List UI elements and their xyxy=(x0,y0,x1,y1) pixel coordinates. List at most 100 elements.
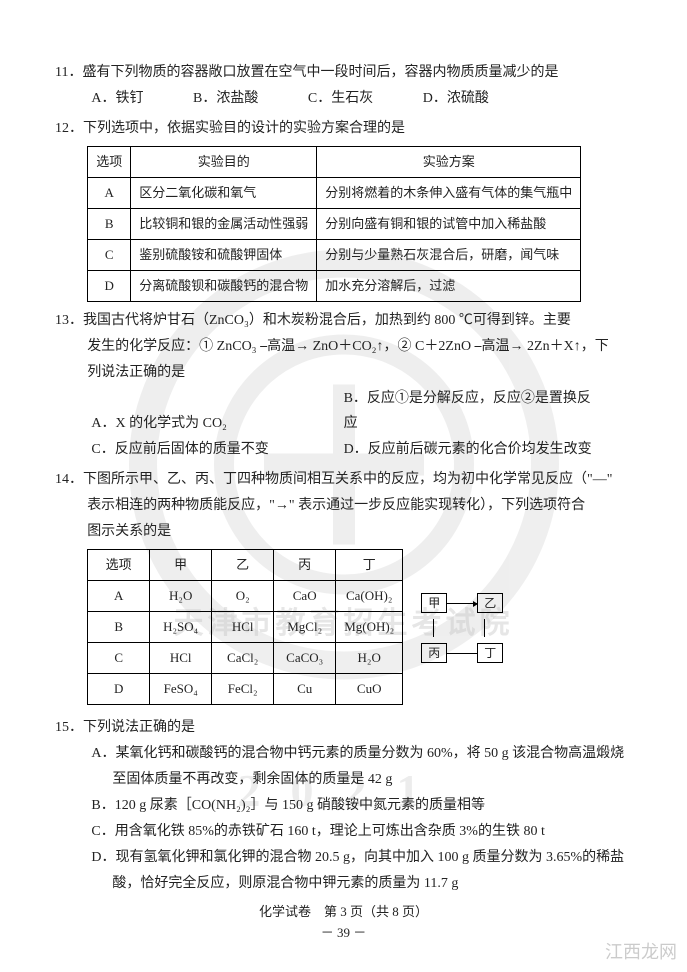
cell: D xyxy=(88,270,131,301)
cell: Cu xyxy=(274,674,336,705)
cell: 分别将燃着的木条伸入盛有气体的集气瓶中 xyxy=(317,177,581,208)
q14-num: 14． xyxy=(55,472,83,487)
th: 乙 xyxy=(212,549,274,580)
cell: 区分二氧化碳和氧气 xyxy=(131,177,317,208)
q13-line1: 我国古代将炉甘石（ZnCO₃）和木炭粉混合后，加热到约 800 ℃可得到锌。主要 xyxy=(83,313,571,328)
line-icon xyxy=(484,619,485,637)
cell: 比较铜和银的金属活动性强弱 xyxy=(131,208,317,239)
cell: O₂ xyxy=(212,580,274,611)
q15-opt-b: B．120 g 尿素［CO(NH₂)₂］与 150 g 硝酸铵中氮元素的质量相等 xyxy=(91,793,632,819)
q13-num: 13． xyxy=(55,313,83,328)
cell: H₂O xyxy=(336,643,403,674)
q13-opt-b: B．反应①是分解反应，反应②是置换反应 xyxy=(344,386,593,438)
node-bing: 丙 xyxy=(421,643,447,663)
q15-opt-c: C．用含氧化铁 85%的赤铁矿石 160 t，理论上可炼出含杂质 3%的生铁 8… xyxy=(91,819,632,845)
cell: CuO xyxy=(336,674,403,705)
q11-opt-b: B．浓盐酸 xyxy=(193,86,258,112)
q14-line1: 下图所示甲、乙、丙、丁四种物质间相互关系中的反应，均为初中化学常见反应（"—" xyxy=(83,472,612,487)
table-header-row: 选项 实验目的 实验方案 xyxy=(88,146,581,177)
q11-opt-d: D．浓硫酸 xyxy=(423,86,489,112)
node-ding: 丁 xyxy=(477,643,503,663)
table-row: DFeSO₄FeCl₂CuCuO xyxy=(88,674,403,705)
cell: 加水充分溶解后，过滤 xyxy=(317,270,581,301)
q14-stem: 14．下图所示甲、乙、丙、丁四种物质间相互关系中的反应，均为初中化学常见反应（"… xyxy=(55,467,632,493)
cell: A xyxy=(88,177,131,208)
q13-stem: 13．我国古代将炉甘石（ZnCO₃）和木炭粉混合后，加热到约 800 ℃可得到锌… xyxy=(55,308,632,334)
line-icon xyxy=(433,619,434,637)
question-15: 15．下列说法正确的是 A．某氧化钙和碳酸钙的混合物中钙元素的质量分数为 60%… xyxy=(55,715,632,896)
arrow-icon xyxy=(447,603,477,604)
table-header-row: 选项 甲 乙 丙 丁 xyxy=(88,549,403,580)
q12-table: 选项 实验目的 实验方案 A区分二氧化碳和氧气分别将燃着的木条伸入盛有气体的集气… xyxy=(87,146,581,302)
page: 天津市教育招生考试院 2021 11．盛有下列物质的容器敞口放置在空气中一段时间… xyxy=(0,0,687,972)
diagram-row-bottom: 丙 丁 xyxy=(421,643,503,663)
q11-stem: 11．盛有下列物质的容器敞口放置在空气中一段时间后，容器内物质质量减少的是 xyxy=(55,60,632,86)
q13-options-row1: A．X 的化学式为 CO₂ B．反应①是分解反应，反应②是置换反应 xyxy=(55,386,632,438)
table-row: A区分二氧化碳和氧气分别将燃着的木条伸入盛有气体的集气瓶中 xyxy=(88,177,581,208)
q15-opt-d: D．现有氢氧化钾和氯化钾的混合物 20.5 g，向其中加入 100 g 质量分数… xyxy=(91,845,632,897)
footer-pageinfo: 化学试卷 第 3 页（共 8 页） xyxy=(0,902,687,923)
cell: H₂O xyxy=(150,580,212,611)
q15-opt-a: A．某氧化钙和碳酸钙的混合物中钙元素的质量分数为 60%，将 50 g 该混合物… xyxy=(91,741,632,793)
line-icon xyxy=(447,653,477,654)
q13-opt-d: D．反应前后碳元素的化合价均发生改变 xyxy=(344,437,593,463)
cell: HCl xyxy=(212,612,274,643)
q15-options: A．某氧化钙和碳酸钙的混合物中钙元素的质量分数为 60%，将 50 g 该混合物… xyxy=(55,741,632,896)
cell: B xyxy=(88,208,131,239)
cell: FeCl₂ xyxy=(212,674,274,705)
question-14: 14．下图所示甲、乙、丙、丁四种物质间相互关系中的反应，均为初中化学常见反应（"… xyxy=(55,467,632,711)
cell: 分别与少量熟石灰混合后，研磨，闻气味 xyxy=(317,239,581,270)
q12-text: 下列选项中，依据实验目的设计的实验方案合理的是 xyxy=(83,121,405,136)
q14-table: 选项 甲 乙 丙 丁 AH₂OO₂CaOCa(OH)₂ BH₂SO₄HClMgC… xyxy=(87,549,403,705)
diagram-row-top: 甲 乙 xyxy=(421,593,503,613)
q11-opt-c: C．生石灰 xyxy=(308,86,373,112)
th-plan: 实验方案 xyxy=(317,146,581,177)
question-12: 12．下列选项中，依据实验目的设计的实验方案合理的是 选项 实验目的 实验方案 … xyxy=(55,116,632,302)
q13-opt-c: C．反应前后固体的质量不变 xyxy=(91,437,340,463)
th: 丁 xyxy=(336,549,403,580)
cell: CaCl₂ xyxy=(212,643,274,674)
q15-text: 下列说法正确的是 xyxy=(83,720,195,735)
table-row: BH₂SO₄HClMgCl₂Mg(OH)₂ xyxy=(88,612,403,643)
content-body: 11．盛有下列物质的容器敞口放置在空气中一段时间后，容器内物质质量减少的是 A．… xyxy=(55,60,632,896)
table-row: C鉴别硫酸铵和硫酸钾固体分别与少量熟石灰混合后，研磨，闻气味 xyxy=(88,239,581,270)
q12-num: 12． xyxy=(55,121,83,136)
node-jia: 甲 xyxy=(421,593,447,613)
cell: MgCl₂ xyxy=(274,612,336,643)
cell: Mg(OH)₂ xyxy=(336,612,403,643)
th: 丙 xyxy=(274,549,336,580)
cell: CaCO₃ xyxy=(274,643,336,674)
th: 甲 xyxy=(150,549,212,580)
th: 选项 xyxy=(88,549,150,580)
cell: B xyxy=(88,612,150,643)
question-13: 13．我国古代将炉甘石（ZnCO₃）和木炭粉混合后，加热到约 800 ℃可得到锌… xyxy=(55,308,632,463)
node-yi: 乙 xyxy=(477,593,503,613)
q11-num: 11． xyxy=(55,65,82,80)
q14-diagram: 甲 乙 丙 丁 xyxy=(421,587,503,669)
q13-line3: 列说法正确的是 xyxy=(55,360,632,386)
q11-text: 盛有下列物质的容器敞口放置在空气中一段时间后，容器内物质质量减少的是 xyxy=(82,65,558,80)
table-row: D分离硫酸钡和碳酸钙的混合物加水充分溶解后，过滤 xyxy=(88,270,581,301)
q12-stem: 12．下列选项中，依据实验目的设计的实验方案合理的是 xyxy=(55,116,632,142)
cell: Ca(OH)₂ xyxy=(336,580,403,611)
q14-table-diagram-wrap: 选项 甲 乙 丙 丁 AH₂OO₂CaOCa(OH)₂ BH₂SO₄HClMgC… xyxy=(87,545,632,711)
cell: 分离硫酸钡和碳酸钙的混合物 xyxy=(131,270,317,301)
table-row: B比较铜和银的金属活动性强弱分别向盛有铜和银的试管中加入稀盐酸 xyxy=(88,208,581,239)
q11-opt-a: A．铁钉 xyxy=(91,86,143,112)
cell: 分别向盛有铜和银的试管中加入稀盐酸 xyxy=(317,208,581,239)
diagram-verticals xyxy=(421,619,503,637)
th-option: 选项 xyxy=(88,146,131,177)
footer-pagenum: － 39 － xyxy=(0,923,687,944)
cell: A xyxy=(88,580,150,611)
question-11: 11．盛有下列物质的容器敞口放置在空气中一段时间后，容器内物质质量减少的是 A．… xyxy=(55,60,632,112)
cell: 鉴别硫酸铵和硫酸钾固体 xyxy=(131,239,317,270)
q11-options: A．铁钉 B．浓盐酸 C．生石灰 D．浓硫酸 xyxy=(55,86,632,112)
q13-options-row2: C．反应前后固体的质量不变 D．反应前后碳元素的化合价均发生改变 xyxy=(55,437,632,463)
q14-line2: 表示相连的两种物质能反应，"→" 表示通过一步反应能实现转化），下列选项符合 xyxy=(55,493,632,519)
q13-opt-a: A．X 的化学式为 CO₂ xyxy=(91,411,340,437)
cell: C xyxy=(88,643,150,674)
table-row: AH₂OO₂CaOCa(OH)₂ xyxy=(88,580,403,611)
cell: D xyxy=(88,674,150,705)
page-footer: 化学试卷 第 3 页（共 8 页） － 39 － xyxy=(0,902,687,944)
cell: H₂SO₄ xyxy=(150,612,212,643)
